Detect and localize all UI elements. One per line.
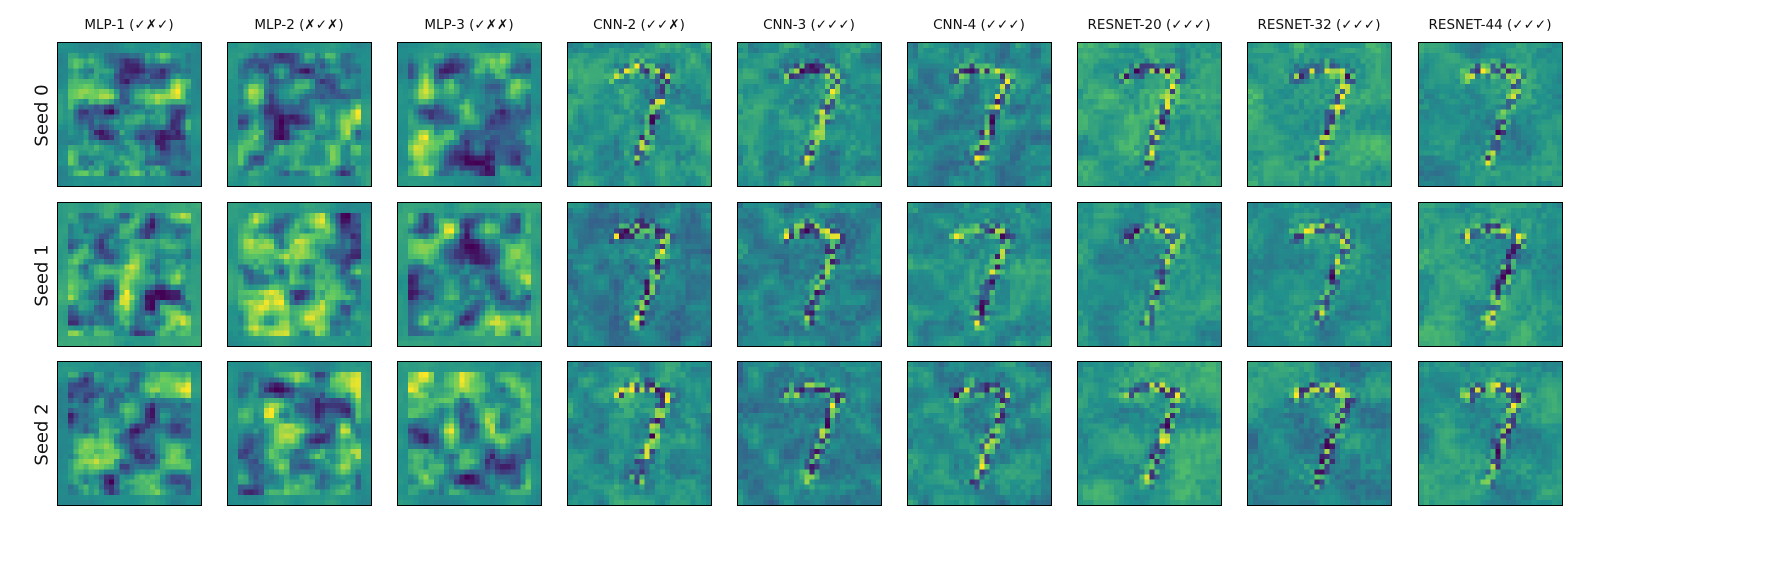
saliency-map-image: [398, 43, 541, 186]
saliency-map-panel: [397, 202, 542, 347]
saliency-map-panel: [1077, 202, 1222, 347]
saliency-map-image: [738, 362, 881, 505]
saliency-map-panel: [227, 202, 372, 347]
saliency-map-panel: [737, 202, 882, 347]
column-title: CNN-2 (✓✓✗): [593, 17, 685, 33]
saliency-map-panel: [907, 202, 1052, 347]
saliency-map-panel: [1418, 202, 1563, 347]
saliency-map-image: [228, 203, 371, 346]
column-title: CNN-4 (✓✓✓): [933, 17, 1025, 33]
saliency-map-image: [738, 203, 881, 346]
saliency-map-panel: [1418, 42, 1563, 187]
saliency-map-panel: [567, 361, 712, 506]
row-label-text: Seed 1: [31, 243, 53, 307]
saliency-map-panel: [1077, 361, 1222, 506]
saliency-map-image: [738, 43, 881, 186]
saliency-map-image: [398, 203, 541, 346]
row-label: Seed 1: [30, 202, 54, 348]
saliency-map-panel: [1247, 361, 1392, 506]
saliency-map-image: [1248, 43, 1391, 186]
saliency-map-image: [568, 203, 711, 346]
saliency-map-image: [228, 362, 371, 505]
saliency-map-panel: [1247, 202, 1392, 347]
saliency-map-panel: [567, 42, 712, 187]
saliency-map-panel: [397, 42, 542, 187]
saliency-map-panel: [737, 42, 882, 187]
saliency-map-panel: [227, 361, 372, 506]
row-label: Seed 0: [30, 42, 54, 188]
saliency-map-image: [1248, 362, 1391, 505]
saliency-map-panel: [907, 361, 1052, 506]
column-title: RESNET-44 (✓✓✓): [1428, 17, 1552, 33]
saliency-map-panel: [397, 361, 542, 506]
saliency-map-image: [568, 43, 711, 186]
saliency-map-image: [58, 43, 201, 186]
saliency-map-image: [568, 362, 711, 505]
saliency-map-image: [1078, 362, 1221, 505]
saliency-map-image: [1078, 203, 1221, 346]
saliency-map-image: [228, 43, 371, 186]
row-label: Seed 2: [30, 361, 54, 507]
column-title: RESNET-32 (✓✓✓): [1257, 17, 1381, 33]
column-title: RESNET-20 (✓✓✓): [1087, 17, 1211, 33]
saliency-map-panel: [227, 42, 372, 187]
row-label-text: Seed 0: [31, 83, 53, 147]
column-title: CNN-3 (✓✓✓): [763, 17, 855, 33]
saliency-map-image: [58, 362, 201, 505]
saliency-map-image: [398, 362, 541, 505]
saliency-map-panel: [737, 361, 882, 506]
saliency-map-panel: [1418, 361, 1563, 506]
saliency-map-image: [1419, 362, 1562, 505]
column-title: MLP-3 (✓✗✗): [424, 17, 514, 33]
saliency-map-image: [908, 362, 1051, 505]
saliency-map-image: [1419, 43, 1562, 186]
saliency-map-panel: [567, 202, 712, 347]
saliency-map-image: [908, 43, 1051, 186]
column-title: MLP-1 (✓✗✓): [84, 17, 174, 33]
saliency-map-image: [58, 203, 201, 346]
saliency-map-panel: [1247, 42, 1392, 187]
saliency-map-panel: [57, 42, 202, 187]
saliency-map-image: [1078, 43, 1221, 186]
saliency-map-panel: [57, 202, 202, 347]
row-label-text: Seed 2: [31, 402, 53, 466]
saliency-map-image: [908, 203, 1051, 346]
saliency-map-panel: [1077, 42, 1222, 187]
saliency-map-image: [1419, 203, 1562, 346]
saliency-map-panel: [57, 361, 202, 506]
column-title: MLP-2 (✗✓✗): [254, 17, 344, 33]
saliency-map-panel: [907, 42, 1052, 187]
saliency-map-image: [1248, 203, 1391, 346]
